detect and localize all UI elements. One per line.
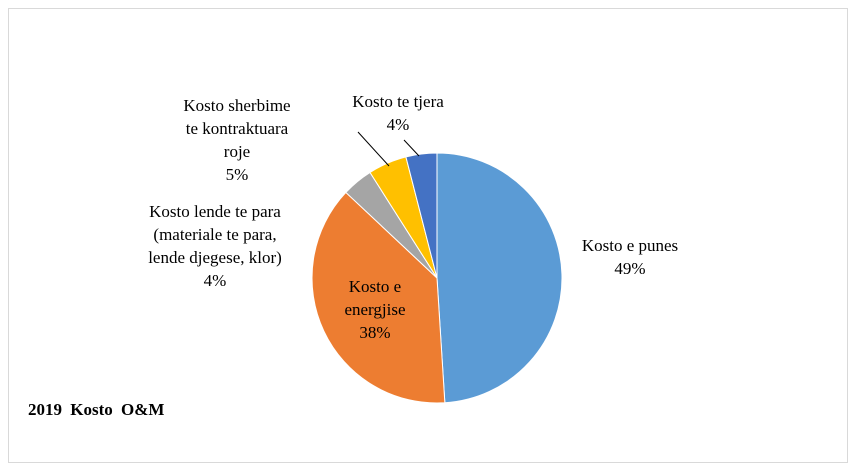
value-label: 4% (386, 115, 410, 134)
slice-label: Kosto sherbime te kontraktuara roje 5% (178, 94, 296, 186)
category-label: Kosto sherbime te kontraktuara roje (183, 96, 291, 161)
value-label: 5% (225, 165, 249, 184)
value-label: 49% (614, 259, 646, 278)
leader-line (403, 139, 420, 157)
value-label: 38% (359, 323, 391, 342)
slice (311, 191, 446, 404)
slice (405, 152, 438, 279)
slice-label: Kosto te tjera 4% (338, 90, 458, 136)
slice-label: Kosto e energjise 38% (330, 275, 420, 344)
leader-line (357, 131, 390, 167)
slice-label: Kosto e punes 49% (565, 234, 695, 280)
category-label: Kosto e punes (581, 236, 679, 255)
value-label: 4% (203, 271, 227, 290)
slice (436, 152, 563, 404)
category-label: Kosto lende te para (materiale te para, … (148, 202, 282, 267)
category-label: Kosto te tjera (352, 92, 444, 111)
chart-title: 2019 Kosto O&M (28, 400, 165, 419)
category-label: Kosto e energjise (344, 277, 406, 319)
slices (311, 152, 563, 404)
slice-label: Kosto lende te para (materiale te para, … (145, 200, 285, 292)
